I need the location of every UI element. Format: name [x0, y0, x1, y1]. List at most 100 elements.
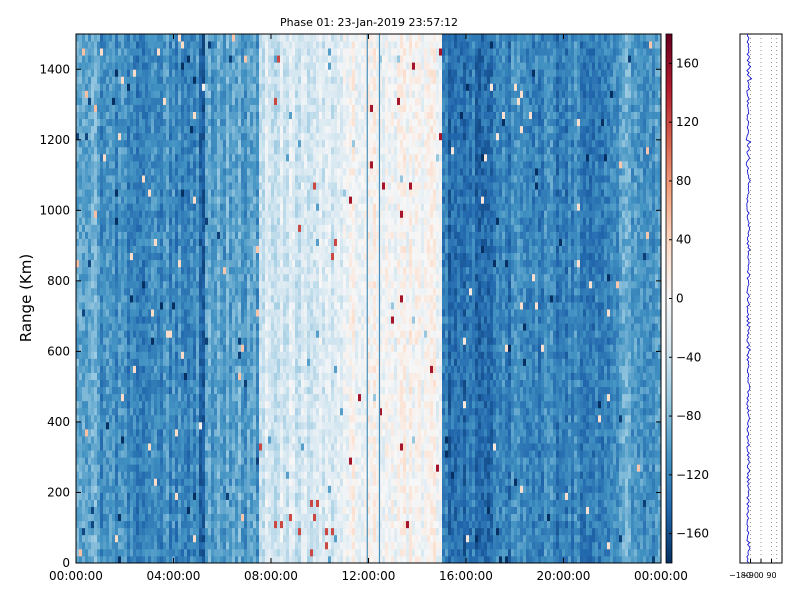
heatmap-cell [145, 534, 149, 543]
heatmap-cell [112, 555, 116, 564]
heatmap-cell [250, 118, 254, 127]
heatmap-cell [109, 62, 113, 70]
heatmap-cell [94, 421, 98, 430]
heatmap-cell [154, 506, 158, 515]
heatmap-cell [118, 62, 122, 70]
heatmap-cell [250, 337, 254, 345]
heatmap-cell [274, 287, 278, 296]
heatmap-cell [199, 224, 203, 232]
heatmap-cell [130, 302, 134, 310]
heatmap-cell [160, 294, 164, 303]
heatmap-cell [271, 365, 275, 373]
heatmap-cell [274, 428, 278, 437]
heatmap-cell [139, 48, 143, 56]
heatmap-cell [250, 436, 254, 444]
heatmap-cell [211, 55, 215, 63]
heatmap-cell [172, 41, 176, 49]
heatmap-cell [259, 273, 263, 282]
heatmap-cell [256, 69, 260, 77]
heatmap-cell [148, 520, 152, 529]
heatmap-cell [88, 97, 92, 105]
heatmap-cell [100, 125, 104, 134]
heatmap-cell [241, 153, 245, 162]
heatmap-cell [190, 48, 194, 56]
heatmap-cell [133, 365, 137, 373]
heatmap-cell [214, 273, 218, 282]
heatmap-cell [223, 478, 227, 486]
heatmap-cell [94, 273, 98, 282]
heatmap-cell [187, 534, 191, 543]
heatmap-cell [79, 436, 83, 444]
heatmap-cell [145, 83, 149, 91]
heatmap-cell [169, 316, 173, 324]
heatmap-cell [154, 294, 158, 303]
heatmap-cell [127, 111, 131, 120]
heatmap-cell [115, 393, 119, 402]
heatmap-cell [238, 69, 242, 77]
heatmap-cell [199, 414, 203, 423]
heatmap-cell [166, 287, 170, 296]
heatmap-cell [91, 160, 95, 169]
heatmap-cell [262, 238, 266, 246]
heatmap-cell [265, 379, 269, 388]
heatmap-cell [247, 407, 251, 416]
heatmap-cell [91, 34, 95, 42]
heatmap-cell [187, 132, 191, 141]
heatmap-cell [148, 196, 152, 204]
heatmap-cell [103, 224, 107, 232]
heatmap-cell [217, 287, 221, 296]
heatmap-cell [160, 471, 164, 479]
heatmap-cell [160, 506, 164, 515]
heatmap-cell [94, 48, 98, 56]
heatmap-cell [244, 210, 248, 218]
heatmap-cell [139, 196, 143, 204]
heatmap-cell [145, 351, 149, 359]
heatmap-cell [247, 203, 251, 211]
heatmap-cell [187, 428, 191, 437]
heatmap-cell [190, 273, 194, 282]
heatmap-cell [154, 386, 158, 395]
heatmap-cell [151, 428, 155, 437]
heatmap-cell [217, 548, 221, 557]
heatmap-cell [271, 210, 275, 218]
heatmap-cell [196, 541, 200, 550]
heatmap-cell [124, 139, 128, 148]
heatmap-cell [97, 160, 101, 169]
heatmap-cell [208, 287, 212, 296]
heatmap-cell [115, 238, 119, 246]
heatmap-cell [97, 168, 101, 176]
heatmap-cell [208, 323, 212, 331]
heatmap-cell [226, 344, 230, 352]
heatmap-cell [214, 125, 218, 134]
heatmap-cell [133, 118, 137, 127]
heatmap-cell [193, 520, 197, 529]
heatmap-cell [154, 266, 158, 275]
heatmap-cell [265, 153, 269, 162]
heatmap-cell [259, 555, 263, 564]
heatmap-cell [187, 259, 191, 268]
heatmap-cell [262, 386, 266, 395]
heatmap-cell [208, 393, 212, 402]
heatmap-cell [97, 506, 101, 515]
heatmap-cell [241, 287, 245, 296]
heatmap-cell [229, 34, 233, 42]
heatmap-cell [112, 351, 116, 359]
heatmap-cell [160, 125, 164, 134]
heatmap-cell [163, 34, 167, 42]
heatmap-cell [130, 450, 134, 458]
heatmap-cell [109, 196, 113, 204]
heatmap-cell [247, 245, 251, 254]
heatmap-cell [91, 492, 95, 500]
heatmap-cell [169, 132, 173, 141]
heatmap-cell [139, 287, 143, 296]
heatmap-cell [259, 259, 263, 268]
heatmap-cell [148, 210, 152, 218]
heatmap-cell [172, 132, 176, 141]
heatmap-cell [229, 125, 233, 134]
heatmap-cell [100, 132, 104, 141]
heatmap-cell [82, 245, 86, 254]
heatmap-cell [265, 189, 269, 197]
heatmap-cell [259, 499, 263, 507]
heatmap-cell [172, 323, 176, 331]
heatmap-cell [238, 231, 242, 239]
